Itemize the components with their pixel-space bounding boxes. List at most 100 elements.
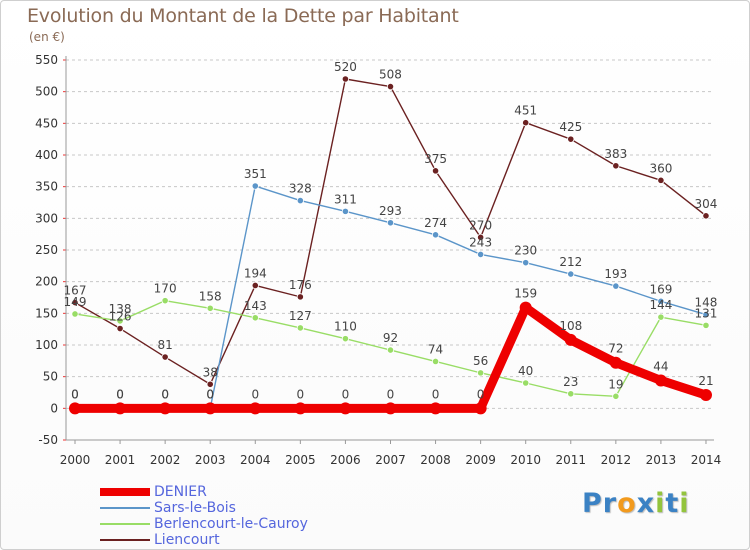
data-point-sars-le-bois [386, 219, 395, 227]
data-label-sars-le-bois: 293 [379, 204, 402, 218]
data-point-liencourt [251, 281, 259, 290]
legend-swatch [100, 539, 150, 541]
data-point-berlencourt-le-cauroy [612, 392, 620, 400]
data-point-sars-le-bois [567, 270, 575, 278]
data-point-berlencourt-le-cauroy [657, 313, 665, 321]
data-label-denier: 44 [653, 359, 668, 373]
logo-letter: i [679, 488, 690, 519]
data-label-denier: 0 [206, 387, 214, 401]
data-label-liencourt: 520 [334, 60, 357, 74]
data-point-sars-le-bois [522, 259, 530, 267]
y-tick-label: 350 [35, 180, 58, 194]
data-label-liencourt: 126 [109, 310, 132, 324]
data-label-denier: 0 [297, 387, 305, 401]
chart-title: Evolution du Montant de la Dette par Hab… [27, 5, 459, 27]
x-tick-label: 2010 [510, 453, 541, 467]
logo-letter: x [636, 488, 656, 519]
legend-swatch [100, 523, 150, 525]
data-point-denier [429, 402, 442, 415]
data-point-sars-le-bois [477, 250, 485, 259]
data-point-liencourt [296, 293, 304, 301]
data-point-denier [204, 402, 217, 415]
y-tick-label: 450 [35, 116, 58, 130]
data-label-berlencourt-le-cauroy: 138 [109, 302, 132, 316]
data-point-liencourt [702, 212, 710, 220]
y-tick-label: 550 [35, 53, 58, 67]
x-tick-label: 2011 [555, 453, 586, 467]
data-point-denier [474, 402, 487, 415]
x-tick-label: 2009 [465, 453, 496, 467]
data-point-berlencourt-le-cauroy [71, 310, 79, 318]
data-point-denier [159, 402, 172, 415]
y-tick-label: 100 [35, 338, 58, 352]
data-point-liencourt [522, 119, 530, 127]
data-point-liencourt [206, 380, 214, 388]
data-point-sars-le-bois [296, 197, 304, 205]
chart-unit-label: (en €) [29, 30, 65, 44]
x-tick-label: 2014 [691, 453, 722, 467]
data-label-sars-le-bois: 148 [695, 296, 718, 310]
x-tick-label: 2005 [285, 453, 316, 467]
data-label-liencourt: 451 [514, 104, 537, 118]
y-tick-label: 200 [35, 275, 58, 289]
data-label-sars-le-bois: 328 [289, 182, 312, 196]
data-label-denier: 72 [608, 342, 623, 356]
data-point-denier [519, 301, 532, 314]
data-point-berlencourt-le-cauroy [341, 335, 350, 343]
data-point-sars-le-bois [431, 231, 440, 239]
data-point-liencourt [567, 135, 575, 143]
data-point-berlencourt-le-cauroy [702, 321, 710, 329]
data-point-sars-le-bois [702, 310, 710, 319]
data-point-liencourt [161, 353, 169, 361]
data-label-sars-le-bois: 169 [649, 282, 672, 296]
logo-letter: r [602, 488, 618, 519]
logo-letter: P [582, 488, 603, 519]
data-label-sars-le-bois: 0 [161, 387, 169, 401]
data-label-berlencourt-le-cauroy: 40 [518, 364, 533, 378]
data-label-denier: 0 [477, 387, 485, 401]
data-point-berlencourt-le-cauroy [296, 324, 304, 332]
data-point-denier [564, 333, 577, 346]
data-label-liencourt: 81 [157, 338, 172, 352]
data-point-berlencourt-le-cauroy [431, 357, 440, 366]
x-tick-label: 2008 [420, 453, 451, 467]
data-label-sars-le-bois: 311 [334, 192, 357, 206]
y-tick-label: 250 [35, 243, 58, 257]
data-label-berlencourt-le-cauroy: 149 [64, 295, 87, 309]
data-label-denier: 0 [71, 387, 79, 401]
logo-letter: o [617, 488, 637, 519]
x-tick-label: 2013 [646, 453, 677, 467]
data-label-berlencourt-le-cauroy: 170 [154, 282, 177, 296]
data-label-berlencourt-le-cauroy: 143 [244, 299, 267, 313]
data-label-liencourt: 194 [244, 266, 267, 280]
y-tick-label: 150 [35, 306, 58, 320]
data-label-denier: 0 [432, 387, 440, 401]
data-label-liencourt: 508 [379, 68, 402, 82]
x-tick-label: 2000 [60, 453, 91, 467]
proxiti-logo: Proxiti [582, 488, 690, 519]
data-point-berlencourt-le-cauroy [567, 390, 575, 398]
data-point-berlencourt-le-cauroy [251, 314, 259, 322]
y-tick-label: 500 [35, 85, 58, 99]
data-point-denier [294, 402, 307, 415]
data-label-sars-le-bois: 274 [424, 216, 447, 230]
data-label-berlencourt-le-cauroy: 74 [428, 342, 443, 356]
data-point-liencourt [116, 324, 124, 333]
data-point-denier [699, 389, 712, 402]
x-tick-label: 2007 [375, 453, 406, 467]
data-label-denier: 108 [559, 319, 582, 333]
data-label-denier: 21 [698, 374, 713, 388]
data-label-sars-le-bois: 351 [244, 167, 267, 181]
x-tick-label: 2002 [150, 453, 181, 467]
data-label-liencourt: 383 [604, 147, 627, 161]
data-point-denier [609, 356, 622, 369]
data-label-liencourt: 304 [695, 197, 718, 211]
data-label-liencourt: 38 [203, 365, 218, 379]
data-label-berlencourt-le-cauroy: 127 [289, 309, 312, 323]
data-point-berlencourt-le-cauroy [477, 369, 485, 377]
data-label-berlencourt-le-cauroy: 131 [695, 306, 718, 320]
data-label-liencourt: 167 [64, 284, 87, 298]
data-point-denier [114, 402, 127, 415]
y-tick-label: 50 [43, 370, 58, 384]
